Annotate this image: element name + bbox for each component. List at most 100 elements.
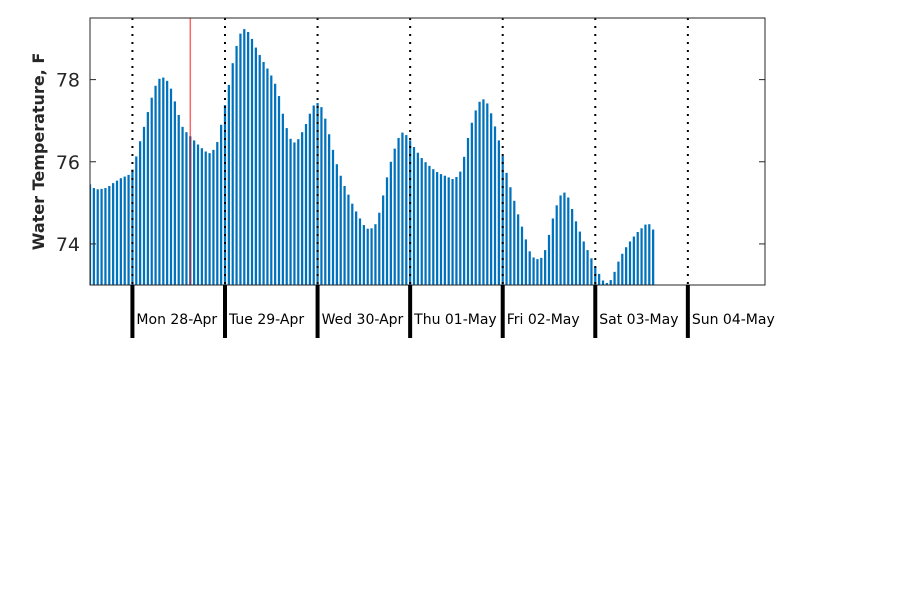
temperature-bar — [204, 151, 207, 285]
temperature-bar — [154, 85, 157, 285]
temperature-bar — [420, 158, 423, 285]
temperature-bar — [158, 78, 161, 285]
temperature-bar — [281, 113, 284, 286]
y-axis-label: Water Temperature, F — [29, 53, 48, 251]
temperature-bar — [274, 83, 277, 285]
temperature-bar — [331, 149, 335, 285]
temperature-bar — [590, 258, 593, 285]
temperature-bar — [351, 203, 354, 285]
temperature-bar — [574, 221, 578, 285]
temperature-bar — [416, 152, 419, 285]
temperature-bar — [439, 174, 443, 285]
temperature-bar — [466, 137, 470, 285]
y-tick-label: 76 — [56, 152, 80, 174]
y-tick-label: 78 — [56, 70, 80, 92]
temperature-bar — [628, 241, 632, 285]
temperature-bar — [385, 177, 389, 285]
temperature-bar — [625, 247, 628, 285]
temperature-bar — [459, 171, 462, 285]
temperature-bar — [169, 88, 173, 286]
temperature-bar — [389, 161, 392, 285]
temperature-bar — [104, 188, 107, 285]
temperature-bar — [100, 188, 103, 285]
temperature-bar — [640, 228, 643, 285]
temperature-bar — [374, 224, 377, 285]
temperature-bar — [139, 141, 142, 285]
temperature-bar — [544, 250, 547, 285]
plot-frame — [89, 17, 766, 286]
temperature-bar — [173, 101, 176, 285]
temperature-bar — [397, 137, 400, 285]
temperature-bar — [470, 122, 473, 285]
temperature-bar — [127, 174, 130, 285]
temperature-bar — [301, 132, 304, 285]
temperature-bar — [455, 176, 458, 285]
temperature-bar — [644, 224, 647, 285]
temperature-bar — [486, 103, 489, 285]
temperature-bar — [601, 280, 605, 285]
temperature-bar — [339, 175, 342, 285]
temperature-bar — [355, 211, 358, 285]
temperature-bar — [181, 126, 184, 285]
temperature-bar — [200, 148, 203, 285]
day-label: Sun 04-May — [692, 312, 775, 328]
temperature-bar — [632, 236, 635, 285]
temperature-bar — [405, 135, 408, 285]
temperature-bar — [216, 142, 219, 285]
temperature-bar — [162, 77, 165, 285]
temperature-bar — [524, 239, 527, 285]
temperature-bar — [115, 180, 119, 285]
temperature-bar — [312, 105, 315, 286]
temperature-bar — [432, 169, 435, 285]
temperature-bar — [621, 253, 624, 285]
temperature-bar — [513, 200, 516, 285]
temperature-bar — [451, 179, 454, 285]
temperature-bar — [366, 228, 369, 285]
temperature-bar — [231, 63, 234, 286]
temperature-bar — [447, 177, 450, 285]
temperature-bar — [193, 140, 196, 285]
temperature-bar — [567, 197, 570, 285]
temperature-bar — [586, 250, 589, 285]
day-label: Fri 02-May — [507, 312, 580, 328]
temperature-bar — [424, 162, 427, 285]
temperature-bar — [443, 175, 446, 285]
temperature-bar — [362, 225, 365, 285]
temperature-bar — [262, 61, 265, 286]
temperature-bar — [227, 84, 230, 286]
temperature-bar — [648, 224, 651, 285]
temperature-bar — [598, 273, 601, 285]
temperature-bar — [370, 228, 373, 285]
temperature-bar — [239, 33, 242, 285]
temperature-bar — [92, 188, 95, 285]
temperature-bar — [613, 271, 616, 285]
temperature-bar — [212, 149, 215, 285]
temperature-bar — [505, 172, 508, 285]
day-axis: Mon 28-Apr Tue 29-Apr Wed 30-Apr Thu 01-May… — [130, 285, 775, 338]
temperature-bar — [617, 261, 620, 285]
day-label: Mon 28-Apr — [136, 312, 217, 328]
temperature-bar — [636, 232, 639, 285]
temperature-bar — [335, 164, 338, 285]
temperature-bar — [112, 183, 115, 285]
temperature-bar — [235, 45, 238, 286]
temperature-bar — [150, 97, 153, 285]
temperature-bar — [605, 282, 608, 285]
y-axis-ticks: 74 76 78 — [56, 70, 765, 256]
y-tick-label: 74 — [56, 234, 80, 256]
temperature-bar — [258, 54, 261, 285]
day-label: Wed 30-Apr — [322, 312, 404, 328]
temperature-bar — [474, 110, 477, 285]
temperature-bar — [517, 214, 520, 285]
temperature-bar — [478, 101, 481, 285]
temperature-bar — [119, 178, 122, 285]
temperature-bar — [497, 140, 500, 285]
temperature-bar — [343, 186, 346, 285]
temperature-bar — [528, 251, 531, 285]
day-label: Sat 03-May — [599, 312, 678, 328]
temperature-bar — [578, 231, 581, 285]
temperature-bar — [270, 75, 273, 285]
temperature-bar — [146, 112, 149, 285]
temperature-bar — [347, 194, 350, 285]
temperature-bar — [551, 218, 554, 285]
